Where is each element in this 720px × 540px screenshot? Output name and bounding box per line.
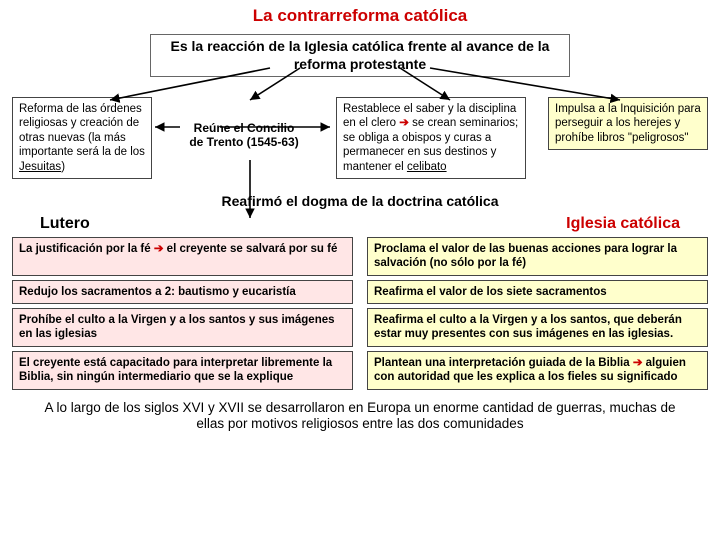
closing-text: A lo largo de los siglos XVI y XVII se d… (40, 400, 680, 434)
pair-row-0: La justificación por la fé ➔ el creyente… (12, 237, 708, 276)
box-concilio: Reúne el Concilio de Trento (1545-63) (174, 97, 314, 149)
pair-row-1: Redujo los sacramentos a 2: bautismo y e… (12, 280, 708, 304)
lutero-cell: El creyente está capacitado para interpr… (12, 351, 353, 390)
lutero-cell: Redujo los sacramentos a 2: bautismo y e… (12, 280, 353, 304)
iglesia-cell: Proclama el valor de las buenas acciones… (367, 237, 708, 276)
page-title: La contrarreforma católica (0, 0, 720, 26)
header-iglesia: Iglesia católica (566, 215, 680, 233)
reafirmo-heading: Reafirmó el dogma de la doctrina católic… (0, 193, 720, 209)
iglesia-cell: Reafirma el culto a la Virgen y a los sa… (367, 308, 708, 347)
header-lutero: Lutero (40, 215, 90, 233)
lutero-cell: Prohíbe el culto a la Virgen y a los san… (12, 308, 353, 347)
box-restablece: Restablece el saber y la disciplina en e… (336, 97, 526, 179)
duo-headers: Lutero Iglesia católica (40, 215, 680, 233)
subtitle-box: Es la reacción de la Iglesia católica fr… (150, 34, 570, 77)
box-inquisicion: Impulsa a la Inquisición para perseguir … (548, 97, 708, 150)
lutero-cell: La justificación por la fé ➔ el creyente… (12, 237, 353, 276)
pair-row-3: El creyente está capacitado para interpr… (12, 351, 708, 390)
iglesia-cell: Plantean una interpretación guiada de la… (367, 351, 708, 390)
box-reforma: Reforma de las órdenes religiosas y crea… (12, 97, 152, 179)
pair-row-2: Prohíbe el culto a la Virgen y a los san… (12, 308, 708, 347)
top-row: Reforma de las órdenes religiosas y crea… (12, 97, 708, 179)
iglesia-cell: Reafirma el valor de los siete sacrament… (367, 280, 708, 304)
